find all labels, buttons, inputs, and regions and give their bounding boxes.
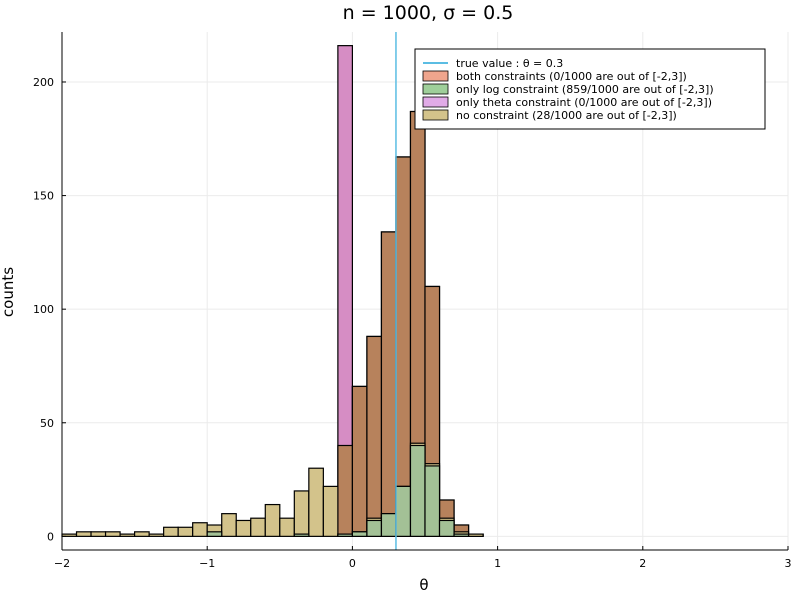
histogram-bar-series-2: [279, 517, 295, 537]
histogram-bar-series-2: [90, 531, 107, 537]
histogram-bar-series-2: [163, 526, 179, 537]
histogram-bar-series-2: [119, 533, 136, 537]
x-tick-label: 0: [349, 557, 356, 570]
plot-axes: [61, 32, 788, 551]
histogram-bar-series-2: [322, 485, 339, 537]
y-tick-label: 200: [33, 76, 54, 89]
y-tick-label: 150: [33, 190, 54, 203]
histogram-bar-series-2: [134, 531, 150, 537]
legend-patch-swatch: [422, 109, 449, 121]
y-tick-label: 100: [33, 303, 54, 316]
histogram-bar-series-2: [264, 503, 281, 537]
histogram-bar-series-3: [453, 533, 470, 537]
y-tick-label: 0: [47, 530, 54, 543]
histogram-bar-series-1: [351, 385, 368, 537]
histogram-bar-series-3: [395, 485, 412, 537]
x-tick-label: −2: [54, 557, 70, 570]
histogram-bar-series-3: [337, 533, 354, 537]
histogram-bar-series-3: [380, 513, 397, 537]
y-tick-label: 50: [40, 417, 54, 430]
x-axis-label: θ: [419, 576, 428, 594]
x-tick-label: −1: [199, 557, 215, 570]
histogram-bar-series-2: [75, 531, 92, 537]
histogram-bar-series-2: [250, 517, 266, 537]
histogram-bar-series-3: [293, 533, 310, 537]
histogram-bar-series-2: [308, 467, 324, 537]
histogram-bar-series-2: [293, 490, 310, 537]
x-tick-label: 3: [785, 557, 792, 570]
legend-label: true value : θ = 0.3: [456, 57, 563, 70]
legend-patch-swatch: [422, 96, 449, 108]
histogram-bar-series-3: [424, 465, 441, 537]
histogram-bars: [61, 45, 484, 537]
histogram-bar-series-1: [380, 231, 397, 537]
y-axis-ticks: 0 50 100 150 200: [33, 76, 66, 543]
histogram-bar-series-2: [148, 533, 165, 537]
histogram-bar-series-2: [192, 522, 208, 537]
legend-label: no constraint (28/1000 are out of [-2,3]…: [456, 109, 677, 122]
histogram-bar-series-3: [409, 444, 426, 537]
histogram-bar-series-2: [467, 533, 484, 537]
x-axis-ticks: −2 −1 0 1 2 3: [54, 546, 792, 570]
histogram-bar-series-3: [366, 519, 383, 537]
histogram-bar-series-1: [337, 444, 354, 537]
x-tick-label: 1: [494, 557, 501, 570]
legend-label: only log constraint (859/1000 are out of…: [456, 83, 714, 96]
legend-patch-swatch: [422, 70, 449, 82]
histogram-bar-series-3: [351, 531, 368, 537]
histogram-bar-series-3: [206, 531, 223, 537]
chart-title: n = 1000, σ = 0.5: [343, 2, 514, 24]
histogram-bar-series-2: [104, 531, 121, 537]
x-tick-label: 2: [639, 557, 646, 570]
legend-label: both constraints (0/1000 are out of [-2,…: [456, 70, 687, 83]
legend-label: only theta constraint (0/1000 are out of…: [456, 96, 712, 109]
y-axis-label: counts: [0, 267, 17, 317]
histogram-bar-series-3: [438, 519, 455, 537]
legend-box: [414, 48, 766, 130]
histogram-bar-series-2: [177, 526, 194, 537]
histogram-bar-series-1: [366, 335, 383, 537]
legend-patch-swatch: [422, 83, 449, 95]
histogram-bar-series-2: [235, 519, 252, 537]
histogram-bar-series-1: [395, 156, 412, 537]
histogram-bar-series-2: [221, 513, 237, 537]
